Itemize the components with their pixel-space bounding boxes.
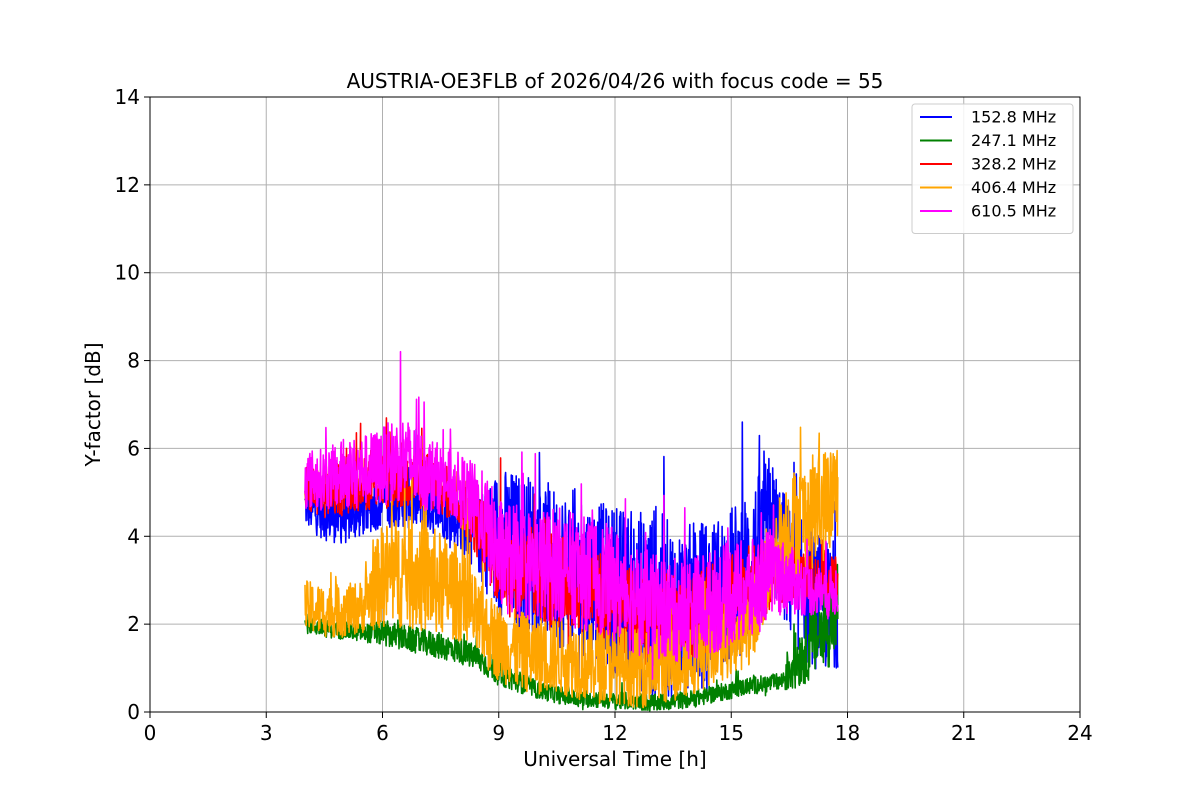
- x-tick-label: 15: [719, 721, 744, 745]
- y-tick-label: 6: [127, 436, 140, 460]
- series-line-4: [304, 350, 839, 680]
- x-tick-label: 0: [144, 721, 157, 745]
- y-tick-label: 12: [115, 173, 140, 197]
- x-tick-label: 21: [951, 721, 976, 745]
- x-tick-label: 12: [602, 721, 627, 745]
- y-tick-label: 10: [115, 261, 140, 285]
- x-tick-label: 3: [260, 721, 273, 745]
- legend-label: 406.4 MHz: [971, 178, 1056, 197]
- legend-label: 152.8 MHz: [971, 108, 1056, 127]
- y-tick-label: 4: [127, 524, 140, 548]
- x-axis-label: Universal Time [h]: [523, 747, 706, 771]
- legend-label: 610.5 MHz: [971, 202, 1056, 221]
- y-axis-label: Y-factor [dB]: [81, 342, 105, 467]
- y-tick-label: 8: [127, 349, 140, 373]
- y-tick-label: 0: [127, 700, 140, 724]
- series-layer: [304, 350, 839, 712]
- x-tick-label: 9: [492, 721, 505, 745]
- series-line-3: [304, 426, 839, 709]
- y-tick-label: 14: [115, 85, 140, 109]
- legend-label: 247.1 MHz: [971, 131, 1056, 150]
- x-tick-label: 18: [835, 721, 860, 745]
- chart-title: AUSTRIA-OE3FLB of 2026/04/26 with focus …: [347, 69, 884, 93]
- legend-box: [911, 103, 1074, 234]
- y-tick-label: 2: [127, 612, 140, 636]
- x-tick-label: 6: [376, 721, 389, 745]
- series-line-1: [304, 563, 839, 712]
- legend: 152.8 MHz 247.1 MHz 328.2 MHz 406.4 MHz 610.…: [911, 103, 1074, 234]
- x-tick-label: 24: [1067, 721, 1092, 745]
- legend-label: 328.2 MHz: [971, 155, 1056, 174]
